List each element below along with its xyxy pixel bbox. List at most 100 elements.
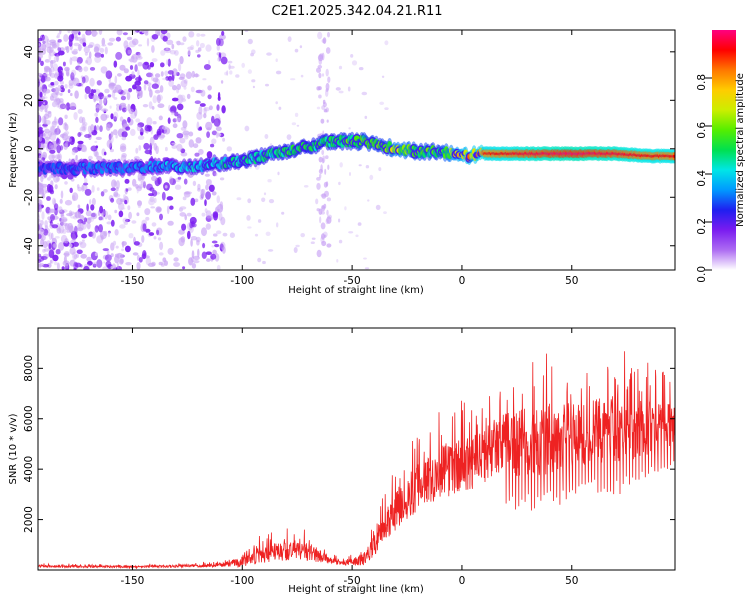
x-tick-label: 0	[459, 575, 466, 587]
spectrogram-noise-cell	[104, 88, 110, 94]
spectrogram-noise-cell	[375, 204, 381, 210]
spectrogram-noise-cell	[96, 125, 100, 131]
spectrogram-noise-cell	[216, 195, 221, 204]
spectrogram-noise-cell	[66, 45, 70, 54]
x-tick-label: -100	[230, 275, 254, 287]
spectrogram-noise-cell	[119, 116, 124, 122]
spectrogram-noise-cell	[57, 47, 62, 52]
spectrogram-noise-cell	[67, 30, 71, 34]
spectrogram-noise-cell	[336, 259, 339, 263]
spectrogram-noise-cell	[73, 254, 78, 260]
spectrogram-noise-cell	[136, 212, 140, 217]
spectrogram-noise-cell	[38, 42, 41, 47]
spectrogram-noise-cell	[176, 83, 181, 90]
spectrogram-noise-cell	[165, 47, 169, 51]
spectrogram-noise-cell	[325, 88, 329, 92]
spectrogram-noise-cell	[113, 60, 118, 68]
spectrogram-noise-cell	[56, 137, 60, 144]
spectrogram-noise-cell	[251, 79, 256, 83]
colorbar-tick-label: 0.4	[696, 170, 708, 187]
spectrogram-noise-cell	[135, 56, 143, 60]
spectrogram-noise-cell	[46, 196, 51, 201]
spectrogram-noise-cell	[38, 228, 45, 235]
spectrogram-noise-cell	[46, 38, 50, 45]
spectrogram-noise-cell	[216, 205, 221, 210]
spectrogram-noise-cell	[167, 58, 171, 67]
spectrogram-noise-cell	[158, 261, 163, 266]
spectrogram-noise-cell	[201, 212, 206, 217]
snr-x-ticks: -150 -100 -50 0 50	[121, 328, 578, 587]
spectrogram-noise-cell	[38, 182, 42, 189]
spectrogram-noise-cell	[72, 241, 79, 247]
spectrogram-noise-cell	[94, 252, 98, 257]
spectrogram-noise-cell	[59, 30, 62, 35]
spectrogram-noise-cell	[77, 186, 83, 192]
spectrogram-noise-cell	[92, 263, 97, 268]
spectrogram-x-ticks: -150 -100 -50 0 50	[121, 30, 578, 287]
spectrogram-noise-cell	[94, 112, 98, 117]
spectrogram-noise-cell	[64, 223, 70, 231]
spectrogram-noise-cell	[182, 266, 186, 270]
snr-series-line	[38, 351, 675, 570]
spectrogram-noise-cell	[131, 220, 137, 224]
spectrogram-noise-cell	[320, 118, 325, 124]
spectrogram-noise-cell	[84, 188, 92, 196]
spectrogram-noise-cell	[70, 216, 75, 219]
spectrogram-noise-cell	[134, 80, 141, 86]
spectrogram-noise-cell	[311, 237, 316, 240]
spectrogram-noise-cell	[137, 69, 140, 77]
spectrogram-noise-cell	[89, 199, 92, 205]
spectrogram-noise-cell	[107, 42, 114, 46]
spectrogram-noise-cell	[83, 66, 89, 72]
spectrogram-noise-cell	[137, 53, 142, 58]
spectrogram-noise-cell	[182, 36, 187, 42]
spectrogram-noise-cell	[364, 115, 368, 119]
spectrogram-noise-cell	[384, 40, 389, 46]
spectrogram-noise-cell	[221, 105, 226, 114]
spectrogram-noise-cell	[215, 126, 222, 132]
spectrogram-noise-cell	[262, 260, 266, 265]
x-tick-label: -50	[344, 275, 361, 287]
spectrogram-noise-cell	[71, 56, 79, 62]
spectrogram-noise-cell	[128, 211, 133, 220]
spectrogram-noise-cell	[379, 101, 385, 106]
spectrogram-noise-cell	[69, 57, 73, 66]
spectrogram-noise-cell	[69, 187, 73, 193]
spectrogram-noise-cell	[174, 50, 179, 56]
spectrogram-noise-cell	[316, 67, 321, 73]
spectrogram-noise-cell	[111, 90, 116, 99]
spectrogram-noise-cell	[164, 70, 169, 77]
spectrogram-noise-cell	[98, 30, 103, 35]
spectrogram-noise-cell	[171, 142, 177, 145]
spectrogram-noise-cell	[140, 180, 146, 186]
spectrogram-noise-cell	[325, 82, 330, 91]
spectrogram-noise-cell	[102, 266, 109, 270]
spectrogram-noise-cell	[70, 69, 77, 77]
spectrogram-noise-cell	[61, 209, 68, 213]
spectrogram-noise-cell	[79, 241, 87, 249]
spectrogram-noise-cell	[207, 94, 212, 100]
spectrogram-noise-cell	[58, 70, 63, 80]
spectrogram-noise-cell	[166, 205, 170, 215]
spectrogram-noise-cell	[38, 129, 44, 134]
spectrogram-x-axis-label: Height of straight line (km)	[288, 285, 424, 296]
spectrogram-noise-cell	[157, 176, 162, 185]
spectrogram-noise-cell	[81, 184, 88, 191]
spectrogram-noise-cell	[52, 63, 59, 72]
spectrogram-noise-cell	[83, 46, 90, 54]
spectrogram-noise-cell	[63, 104, 68, 110]
spectrogram-noise-cell	[221, 30, 225, 36]
spectrogram-noise-cell	[267, 249, 274, 252]
spectrogram-noise-cell	[85, 60, 88, 64]
spectrogram-noise-cell	[155, 145, 159, 155]
spectrogram-noise-cell	[131, 71, 135, 76]
spectrogram-noise-cell	[94, 55, 102, 63]
spectrogram-noise-cell	[87, 260, 93, 266]
spectrogram-noise-cell	[104, 254, 112, 262]
spectrogram-noise-cell	[114, 84, 122, 94]
spectrogram-noise-cell	[235, 74, 240, 78]
spectrogram-noise-cell	[190, 197, 196, 206]
spectrogram-noise-cell	[166, 196, 174, 201]
spectrogram-noise-cell	[122, 32, 128, 36]
spectrogram-noise-cell	[100, 53, 104, 58]
